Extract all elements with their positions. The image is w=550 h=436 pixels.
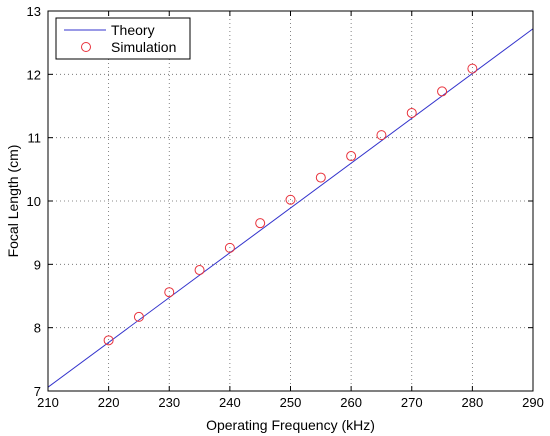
legend-entry-theory: Theory: [111, 22, 155, 38]
plot-area: [47, 28, 534, 388]
x-tick-label: 280: [462, 395, 484, 410]
y-tick-label: 12: [27, 67, 41, 82]
x-tick-label: 270: [401, 395, 423, 410]
y-axis-label: Focal Length (cm): [5, 145, 21, 258]
legend-entry-simulation: Simulation: [111, 39, 176, 55]
x-tick-label: 240: [219, 395, 241, 410]
y-tick-label: 13: [27, 4, 41, 19]
simulation-point: [164, 287, 175, 298]
x-tick-label: 230: [158, 395, 180, 410]
x-axis-label: Operating Frequency (kHz): [206, 417, 375, 433]
x-tick-label: 290: [522, 395, 544, 410]
simulation-point: [133, 311, 144, 322]
x-tick-label: 250: [280, 395, 302, 410]
simulation-point: [346, 151, 357, 162]
legend-box: [55, 17, 191, 60]
simulation-point: [194, 265, 205, 276]
x-tick-label: 220: [98, 395, 120, 410]
simulation-point: [285, 194, 296, 205]
legend-simulation-marker-icon: [81, 42, 91, 52]
x-tick-label: 260: [340, 395, 362, 410]
simulation-point: [315, 172, 326, 183]
y-tick-label: 9: [34, 257, 41, 272]
x-tick-label: 210: [37, 395, 59, 410]
y-tick-label: 11: [28, 131, 42, 146]
simulation-point: [467, 63, 478, 74]
simulation-point: [376, 130, 387, 141]
theory-line: [47, 28, 534, 388]
y-tick-label: 10: [27, 194, 41, 209]
y-tick-label: 7: [34, 384, 41, 399]
simulation-point: [103, 335, 114, 346]
simulation-point: [406, 107, 417, 118]
ticks: 210 220 230 240 250 260 270 280 290 7 8 9 10 11 12 13: [27, 4, 544, 410]
simulation-point: [437, 86, 448, 97]
simulation-point: [255, 218, 266, 229]
simulation-point: [224, 242, 235, 253]
y-tick-label: 8: [34, 321, 41, 336]
legend: Theory Simulation: [55, 17, 191, 60]
